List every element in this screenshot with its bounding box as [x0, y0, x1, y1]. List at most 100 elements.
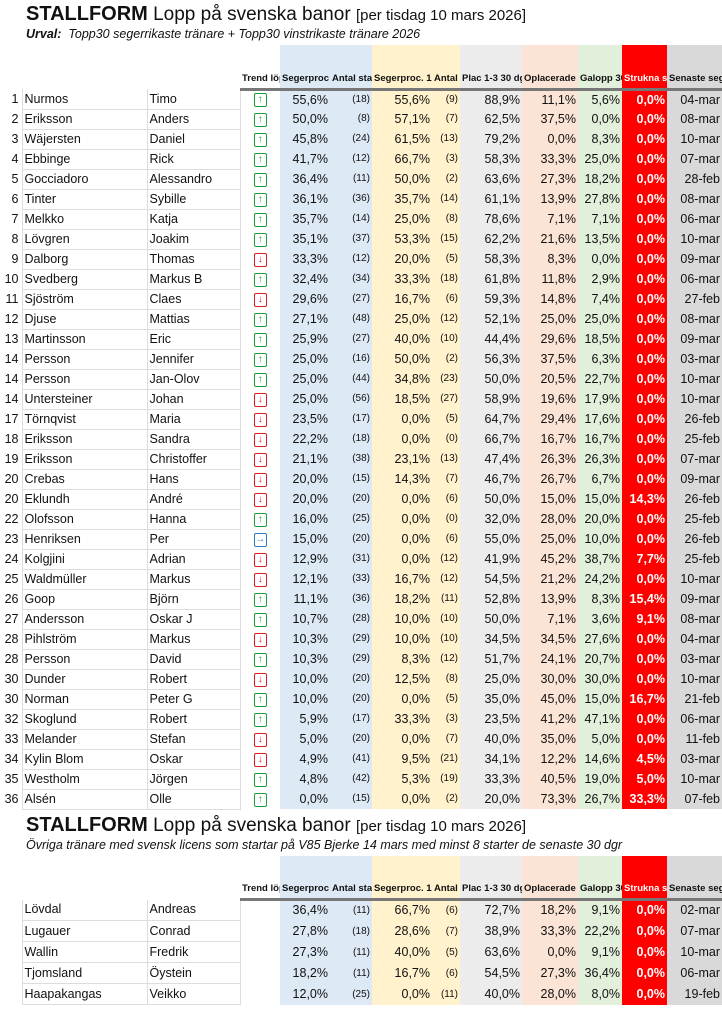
- unplaced-pct-30-cell: 14,8%: [522, 289, 578, 309]
- rank-cell: 9: [0, 249, 23, 269]
- trend-cell: [240, 983, 280, 1005]
- trend-cell: ↓: [240, 409, 280, 429]
- rank-cell: [0, 983, 23, 1005]
- rank-cell: 19: [0, 449, 23, 469]
- win-pct-30-cell: 22,2%: [280, 429, 330, 449]
- place-pct-30-cell: 51,7%: [460, 649, 522, 669]
- last-name-cell: Eriksson: [22, 449, 148, 470]
- win-pct-12-cell: 28,6%: [372, 920, 432, 942]
- header-blank: [22, 855, 147, 900]
- win-pct-12-cell: 55,6%: [372, 89, 432, 109]
- scratched-pct-12-cell: 0,0%: [622, 269, 667, 289]
- place-pct-30-cell: 34,1%: [460, 749, 522, 769]
- rank-cell: 28: [0, 629, 23, 649]
- scratched-pct-12-cell: 0,0%: [622, 629, 667, 649]
- win-pct-30-cell: 35,1%: [280, 229, 330, 249]
- last-name-cell: Untersteiner: [22, 389, 148, 410]
- section2-title: STALLFORM Lopp på svenska banor [per tis…: [26, 814, 722, 837]
- column-header-gallop-pct-30: Galopp 30 dgr: [578, 45, 622, 91]
- gallop-pct-30-cell: 25,0%: [578, 149, 622, 169]
- table-row: 4 Ebbinge Rick ↑ 41,7% (12) 66,7% (3) 58,3% 33,3%…: [0, 149, 722, 170]
- trend-cell: ↑: [240, 789, 280, 809]
- last-win-cell: 10-mar: [667, 569, 722, 589]
- win-pct-30-cell: 10,7%: [280, 609, 330, 629]
- starts-12-cell: (19): [432, 769, 460, 789]
- last-name-cell: Tinter: [22, 189, 148, 210]
- first-name-cell: Claes: [147, 289, 241, 310]
- unplaced-pct-30-cell: 28,0%: [522, 983, 578, 1005]
- rank-cell: 17: [0, 409, 23, 429]
- table-row: 14 Persson Jennifer ↑ 25,0% (16) 50,0% (2) 56,3%…: [0, 349, 722, 370]
- last-win-cell: 08-mar: [667, 189, 722, 209]
- unplaced-pct-30-cell: 26,3%: [522, 449, 578, 469]
- table-row: 13 Martinsson Eric ↑ 25,9% (27) 40,0% (10) 44,4%…: [0, 329, 722, 350]
- table-row: 24 Kolgjini Adrian ↓ 12,9% (31) 0,0% (12) 41,9% 4…: [0, 549, 722, 570]
- place-pct-30-cell: 54,5%: [460, 569, 522, 589]
- first-name-cell: Per: [147, 529, 241, 550]
- scratched-pct-12-cell: 0,0%: [622, 962, 667, 984]
- place-pct-30-cell: 35,0%: [460, 689, 522, 709]
- table-row: 34 Kylin Blom Oskar ↓ 4,9% (41) 9,5% (21) 34,1% 1…: [0, 749, 722, 770]
- first-name-cell: Hans: [147, 469, 241, 490]
- place-pct-30-cell: 56,3%: [460, 349, 522, 369]
- starts-30-cell: (18): [330, 920, 372, 942]
- gallop-pct-30-cell: 27,6%: [578, 629, 622, 649]
- starts-30-cell: (20): [330, 669, 372, 689]
- place-pct-30-cell: 64,7%: [460, 409, 522, 429]
- header-blank: [22, 45, 147, 89]
- trend-right-icon: →: [253, 532, 267, 547]
- scratched-pct-12-cell: 4,5%: [622, 749, 667, 769]
- win-pct-30-cell: 15,0%: [280, 529, 330, 549]
- trend-up-icon: ↑: [253, 212, 267, 227]
- scratched-pct-12-cell: 15,4%: [622, 589, 667, 609]
- rank-cell: 26: [0, 589, 23, 609]
- first-name-cell: Oskar J: [147, 609, 241, 630]
- scratched-pct-12-cell: 16,7%: [622, 689, 667, 709]
- starts-12-cell: (13): [432, 449, 460, 469]
- starts-30-cell: (18): [330, 429, 372, 449]
- starts-12-cell: (6): [432, 899, 460, 921]
- trend-cell: ↓: [240, 549, 280, 569]
- first-name-cell: André: [147, 489, 241, 510]
- column-header-win-pct-12: Segerproc. 12 dgr: [372, 45, 432, 91]
- scratched-pct-12-cell: 0,0%: [622, 149, 667, 169]
- last-win-cell: 07-mar: [667, 449, 722, 469]
- starts-30-cell: (11): [330, 899, 372, 921]
- place-pct-30-cell: 54,5%: [460, 962, 522, 984]
- win-pct-12-cell: 0,0%: [372, 549, 432, 569]
- trend-up-icon: ↑: [253, 93, 267, 108]
- place-pct-30-cell: 58,3%: [460, 249, 522, 269]
- win-pct-12-cell: 16,7%: [372, 289, 432, 309]
- gallop-pct-30-cell: 9,1%: [578, 899, 622, 921]
- win-pct-30-cell: 20,0%: [280, 489, 330, 509]
- trend-up-icon: ↑: [253, 152, 267, 167]
- unplaced-pct-30-cell: 41,2%: [522, 709, 578, 729]
- date-text: [per tisdag 10 mars 2026]: [355, 7, 527, 24]
- trainer-table-other: Trend löpande 30 dgrSegerproc .30 dgrAnt…: [0, 855, 722, 1005]
- last-name-cell: Eriksson: [22, 109, 148, 130]
- last-win-cell: 28-feb: [667, 169, 722, 189]
- scratched-pct-12-cell: 0,0%: [622, 983, 667, 1005]
- section2-subtitle: Övriga tränare med svensk licens som sta…: [26, 837, 623, 852]
- gallop-pct-30-cell: 27,8%: [578, 189, 622, 209]
- table-row: 32 Skoglund Robert ↑ 5,9% (17) 33,3% (3) 23,5% 41…: [0, 709, 722, 730]
- last-win-cell: 02-mar: [667, 899, 722, 921]
- win-pct-30-cell: 0,0%: [280, 789, 330, 809]
- win-pct-30-cell: 10,0%: [280, 669, 330, 689]
- win-pct-12-cell: 23,1%: [372, 449, 432, 469]
- column-header-last-win: Senaste seger: [667, 855, 722, 901]
- win-pct-12-cell: 50,0%: [372, 349, 432, 369]
- gallop-pct-30-cell: 10,0%: [578, 529, 622, 549]
- place-pct-30-cell: 78,6%: [460, 209, 522, 229]
- gallop-pct-30-cell: 5,0%: [578, 729, 622, 749]
- subtitle-text: Topp30 segerrikaste tränare + Topp30 vin…: [68, 27, 421, 41]
- starts-12-cell: (5): [432, 689, 460, 709]
- place-pct-30-cell: 62,2%: [460, 229, 522, 249]
- unplaced-pct-30-cell: 25,0%: [522, 529, 578, 549]
- scratched-pct-12-cell: 0,0%: [622, 469, 667, 489]
- rank-cell: 4: [0, 149, 23, 169]
- trend-down-icon: ↓: [253, 492, 267, 507]
- scratched-pct-12-cell: 0,0%: [622, 529, 667, 549]
- scratched-pct-12-cell: 0,0%: [622, 941, 667, 963]
- last-win-cell: 11-feb: [667, 729, 722, 749]
